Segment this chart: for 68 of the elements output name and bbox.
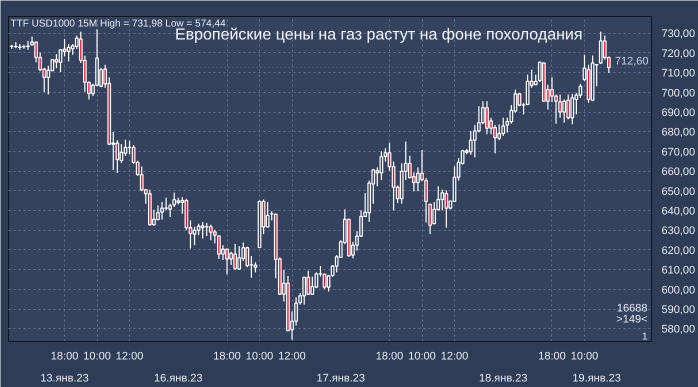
text: 1 [642, 332, 648, 342]
y-tick-label: 590,00 [662, 304, 696, 316]
text: 16688 [616, 302, 648, 314]
candlestick [266, 201, 270, 228]
y-tick-label: 650,00 [662, 186, 696, 198]
x-tick-label: 10:00 [83, 350, 111, 362]
text: 17.янв.23 [316, 372, 366, 384]
candlestick [570, 93, 574, 125]
candlestick [302, 276, 306, 306]
x-tick-label: 12:00 [116, 350, 144, 362]
y-tick-label: 680,00 [662, 126, 696, 139]
candlestick [444, 190, 448, 228]
candlestick [245, 246, 250, 268]
candlestick [66, 43, 70, 62]
y-tick-label: 700,00 [662, 87, 696, 100]
y-tick-label: 580,00 [662, 324, 696, 336]
y-tick-label: 710,00 [662, 68, 696, 80]
candlestick [192, 226, 196, 246]
y-tick-label: 690,00 [662, 107, 696, 120]
candlestick [428, 203, 432, 235]
candlestick [598, 31, 603, 65]
candlestick [493, 124, 497, 154]
text: 18.янв.23 [479, 372, 528, 384]
candlestick [225, 248, 229, 275]
y-tick-label: 660,00 [662, 166, 696, 178]
y-tick-label: 640,00 [662, 206, 696, 218]
candlestick [310, 276, 314, 296]
text: Европейские цены на газ растут на фоне похолодания [174, 26, 583, 44]
candlestick [440, 189, 444, 211]
candlestick [472, 124, 477, 158]
candlestick [14, 42, 18, 49]
y-tick-label: 720,00 [662, 48, 696, 60]
chart-subtitle: TTF USD1000 15M High = 731,98 Low = 574,44 [10, 18, 226, 30]
x-tick-label: 18:00 [50, 350, 78, 362]
x-tick-label: 18:00 [376, 350, 404, 362]
candlestick [562, 98, 566, 124]
x-tick-label: 10:00 [246, 350, 274, 362]
x-tick-label: 10:00 [570, 350, 598, 362]
candlestick [566, 94, 570, 120]
text: 19.янв.23 [572, 372, 621, 384]
y-tick-label: 600,00 [662, 284, 696, 296]
candlestick [140, 166, 144, 192]
candlestick [204, 222, 209, 237]
x-tick-label: 12:00 [278, 350, 306, 362]
candlestick [208, 224, 213, 241]
text: 13.янв.23 [40, 372, 89, 384]
text: 16.янв.23 [154, 372, 203, 384]
x-tick-label: 18:00 [213, 350, 241, 362]
y-tick-label: 670,00 [662, 146, 696, 158]
candlestick [485, 100, 489, 135]
candlestick [160, 201, 164, 220]
x-tick-label: 12:00 [440, 350, 468, 362]
candlestick [432, 201, 436, 225]
candlestick [164, 197, 168, 211]
y-tick-label: 620,00 [662, 244, 696, 257]
candlestick [501, 117, 506, 136]
y-tick-label: 730,00 [662, 28, 696, 40]
x-tick-label: 10:00 [408, 350, 436, 362]
candlestick [229, 251, 233, 266]
y-tick-label: 610,00 [662, 264, 696, 277]
y-tick-label: 630,00 [662, 225, 696, 238]
candlestick [237, 246, 242, 271]
candlestick [233, 243, 238, 271]
candlestick [306, 270, 310, 296]
ref-line-label: 712,60 [614, 56, 649, 68]
x-tick-label: 18:00 [538, 350, 566, 362]
text: >149< [616, 314, 648, 326]
candlestick [200, 221, 205, 240]
